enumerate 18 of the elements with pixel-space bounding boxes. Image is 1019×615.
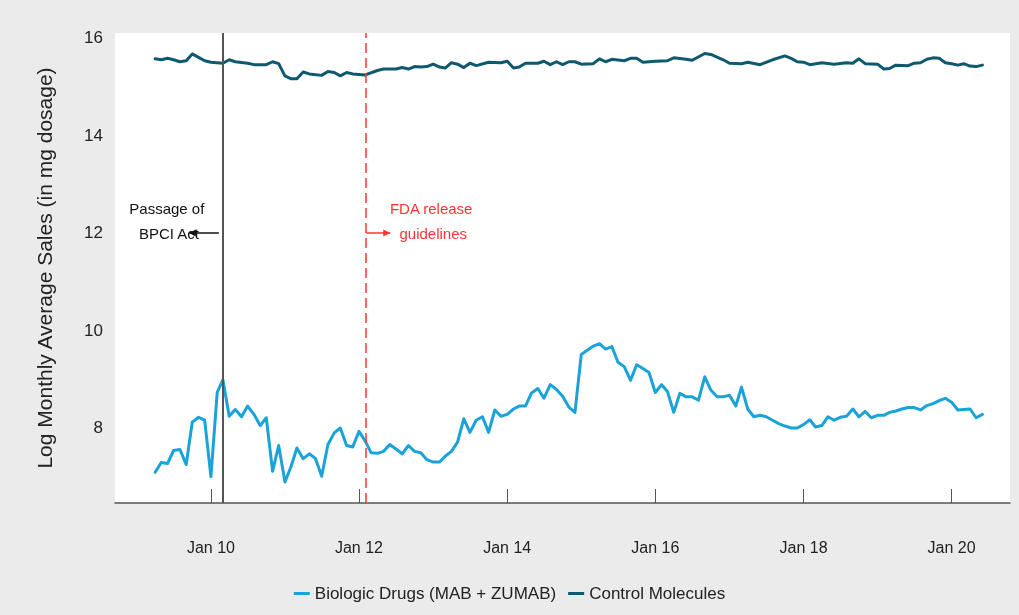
y-tick-label: 16 xyxy=(84,28,103,48)
x-tick-label: Jan 10 xyxy=(186,538,236,556)
line-series xyxy=(153,342,984,484)
y-tick-label: 14 xyxy=(84,125,103,145)
y-tick-label: 8 xyxy=(93,418,103,438)
x-tick-label: Jan 20 xyxy=(927,538,976,556)
y-tick-label: 12 xyxy=(84,223,103,243)
legend-label: Biologic Drugs (MAB + ZUMAB) xyxy=(314,584,557,603)
line-series xyxy=(153,51,984,81)
legend-label: Control Molecules xyxy=(589,584,726,603)
x-tick-label: Jan 14 xyxy=(483,538,532,556)
y-axis-title: Log Monthly Average Sales (in mg dosage) xyxy=(33,67,56,469)
x-tick-label: Jan 18 xyxy=(779,538,828,556)
x-tick-label: Jan 16 xyxy=(631,538,680,556)
ref-line-label: Passage of BPCI Act xyxy=(129,200,209,242)
ref-line-label: FDA release guidelines xyxy=(389,200,477,242)
y-tick-label: 10 xyxy=(84,320,103,340)
x-tick-label: Jan 12 xyxy=(334,538,384,556)
